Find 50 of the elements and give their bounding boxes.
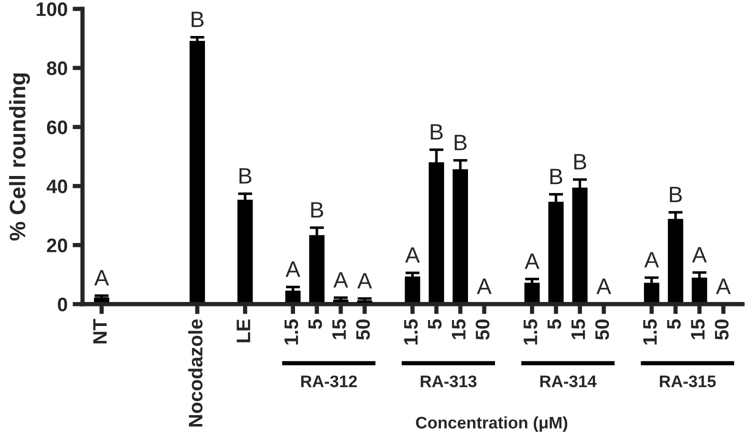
data-label: A bbox=[524, 254, 540, 269]
data-label: A bbox=[692, 247, 707, 262]
text: RA-313 bbox=[420, 375, 476, 388]
x-tick-label: 50 bbox=[476, 320, 490, 340]
text: RA-314 bbox=[540, 375, 597, 388]
data-label: B bbox=[311, 202, 324, 218]
data-label: B bbox=[574, 154, 586, 170]
data-label: B bbox=[430, 124, 443, 140]
x-tick-label: 1.5 bbox=[643, 319, 657, 345]
data-label: B bbox=[240, 168, 252, 184]
y-tick-label: 20 bbox=[46, 238, 68, 252]
data-label: B bbox=[192, 12, 204, 28]
data-label: A bbox=[644, 252, 659, 268]
x-tick-label: 50 bbox=[595, 320, 610, 340]
y-tick-label: 80 bbox=[46, 61, 68, 76]
x-tick-label: LE bbox=[236, 319, 250, 342]
x-tick-label: 1.5 bbox=[524, 319, 538, 345]
x-tick-label: 15 bbox=[452, 319, 466, 340]
x-tick-label: 1.5 bbox=[404, 319, 418, 345]
text: A bbox=[476, 278, 492, 294]
x-tick-label: 5 bbox=[308, 319, 322, 329]
data-label: A bbox=[357, 273, 372, 288]
y-tick-label: 100 bbox=[36, 2, 68, 16]
x-tick-label: 1.5 bbox=[284, 319, 298, 345]
y-tick-label: 0 bbox=[58, 298, 68, 312]
y-tick-label: 40 bbox=[46, 180, 68, 194]
x-tick-label: 50 bbox=[714, 320, 729, 340]
x-axis-title: Concentration (μM) bbox=[416, 416, 568, 432]
y-tick-label: 60 bbox=[47, 120, 68, 134]
x-tick-label: 5 bbox=[548, 319, 562, 329]
data-label: B bbox=[550, 168, 562, 184]
x-tick-label: 50 bbox=[356, 320, 370, 340]
text: RA-312 bbox=[301, 375, 357, 388]
data-label: B bbox=[670, 186, 682, 202]
text: A bbox=[716, 278, 731, 294]
data-label: A bbox=[286, 262, 300, 277]
data-label: A bbox=[94, 270, 109, 286]
x-tick-label: NT bbox=[93, 318, 107, 344]
data-label: A bbox=[333, 272, 348, 288]
data-label: B bbox=[454, 134, 467, 150]
data-label: A bbox=[405, 247, 420, 263]
text: RA-315 bbox=[660, 375, 716, 388]
x-tick-label: Nocodazole bbox=[188, 319, 202, 427]
x-tick-label: 15 bbox=[332, 319, 346, 340]
y-axis-title: % Cell rounding bbox=[9, 73, 30, 241]
text: A bbox=[596, 278, 612, 294]
x-tick-label: 5 bbox=[667, 319, 681, 329]
x-tick-label: 5 bbox=[428, 319, 442, 329]
x-tick-label: 15 bbox=[572, 319, 586, 340]
x-tick-label: 15 bbox=[691, 319, 705, 340]
